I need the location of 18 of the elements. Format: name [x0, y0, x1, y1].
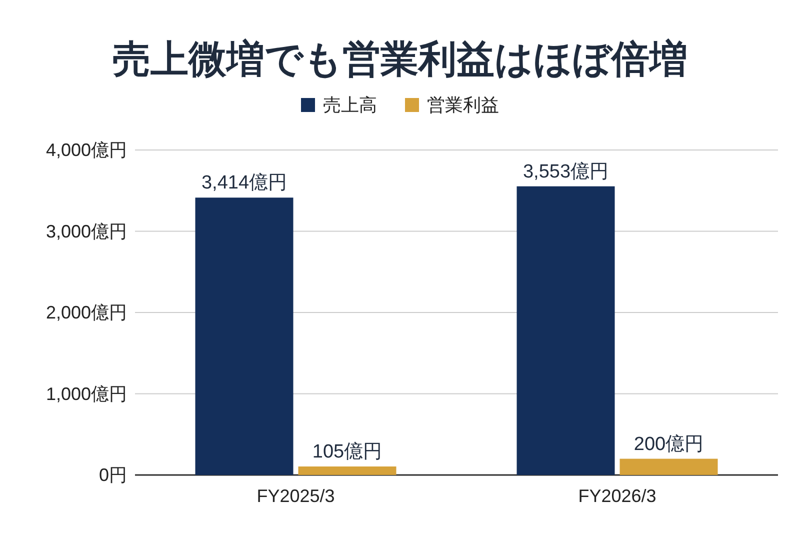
legend-label: 売上高	[323, 95, 377, 115]
bar	[516, 186, 615, 475]
y-tick-label: 0円	[98, 465, 127, 485]
y-tick-label: 4,000億円	[46, 140, 127, 160]
y-tick-label: 2,000億円	[46, 302, 127, 322]
legend-label: 営業利益	[427, 95, 499, 115]
data-label: 200億円	[634, 434, 704, 455]
chart-title: 売上微増でも営業利益はほぼ倍増	[112, 38, 688, 81]
bar	[298, 466, 396, 475]
x-tick-label: FY2025/3	[256, 486, 335, 506]
bar	[620, 458, 718, 475]
bar	[195, 198, 294, 475]
y-tick-label: 3,000億円	[46, 221, 127, 242]
y-tick-label: 1,000億円	[46, 384, 127, 404]
data-label: 105億円	[312, 441, 382, 462]
data-label: 3,414億円	[201, 172, 288, 194]
data-label: 3,553億円	[522, 161, 609, 182]
x-tick-label: FY2026/3	[578, 486, 656, 506]
